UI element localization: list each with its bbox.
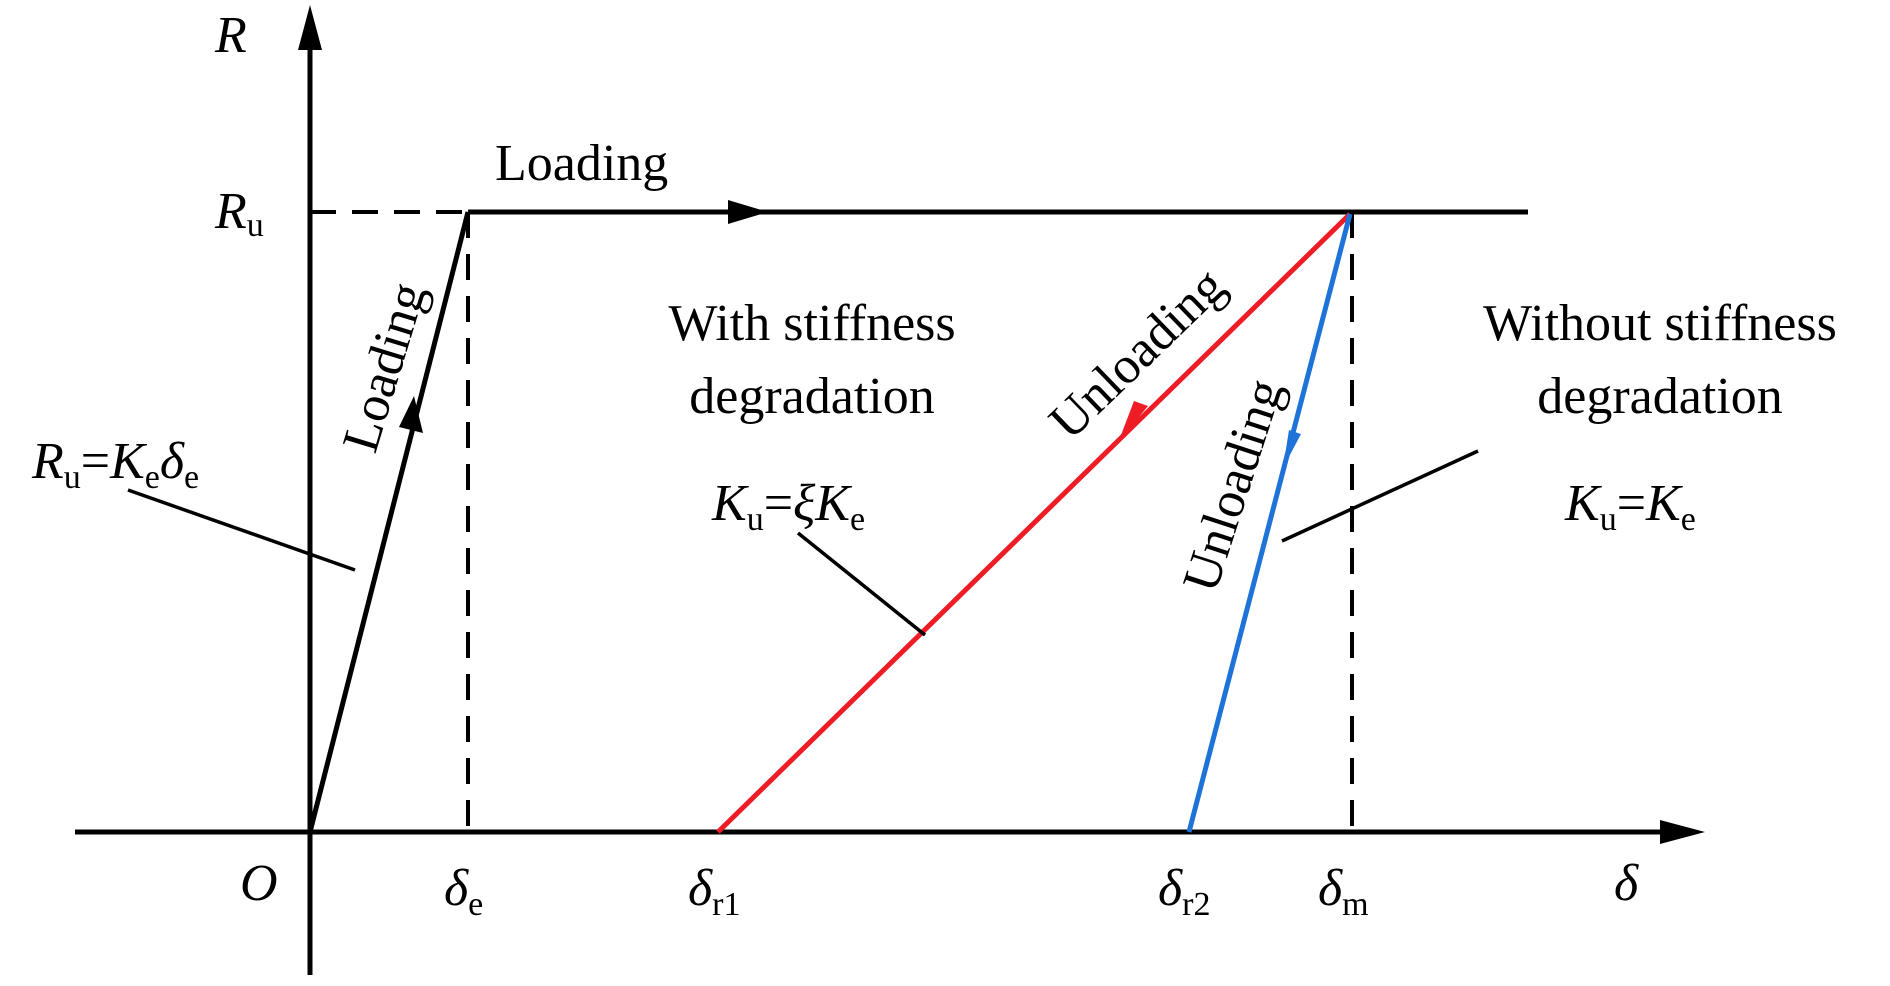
eq1-R-sub: u xyxy=(64,459,81,496)
eq1-delta-sub: e xyxy=(184,459,199,496)
with-stiffness-line1: With stiffness xyxy=(668,295,955,352)
eq2-equals: = xyxy=(764,475,793,532)
red-unloading-arrow xyxy=(1118,401,1148,443)
delta-r2-tick-sub: r2 xyxy=(1182,886,1210,923)
eq2-K2-sub: e xyxy=(850,501,865,538)
unloading-without-degradation xyxy=(1186,213,1353,833)
eq1-delta: δ xyxy=(160,433,185,490)
red-unloading-line xyxy=(716,212,1352,834)
delta-r2-tick-base: δ xyxy=(1158,860,1183,917)
elastic-equation: Ru=Keδe xyxy=(31,433,199,496)
elastic-loading-line xyxy=(307,211,471,833)
y-axis-arrow xyxy=(298,5,322,50)
eq3-K-sub: u xyxy=(1600,501,1617,538)
blue-unloading-arrow xyxy=(1283,430,1301,468)
equations: Ru=Keδe Ku=ξKe Ku=Ke xyxy=(31,433,1696,538)
eq2-K: K xyxy=(711,475,749,532)
elastic-loading-arrow xyxy=(399,396,423,433)
delta-e-tick-base: δ xyxy=(444,860,469,917)
elastic-leader-line xyxy=(127,488,356,572)
without-degradation-leader-line xyxy=(1281,449,1479,543)
with-stiffness-line2: degradation xyxy=(689,368,934,425)
eq1-R: R xyxy=(31,433,64,490)
x-axis-label: δ xyxy=(1614,855,1639,912)
delta-m-tick-sub: m xyxy=(1342,886,1368,923)
delta-r2-tick-label: δr2 xyxy=(1158,860,1211,923)
delta-m-tick-base: δ xyxy=(1318,860,1343,917)
without-stiffness-line1: Without stiffness xyxy=(1483,295,1837,352)
delta-m-tick-label: δm xyxy=(1318,860,1369,923)
ru-tick-base: R xyxy=(214,183,247,240)
tick-labels: Ru δe δr1 δr2 δm xyxy=(214,183,1369,923)
dashed-guides xyxy=(310,210,1354,832)
axes xyxy=(75,5,1705,975)
eq3-K: K xyxy=(1564,475,1602,532)
loading-horizontal-label: Loading xyxy=(495,135,668,192)
x-axis-arrow xyxy=(1660,820,1705,844)
without-degradation-equation: Ku=Ke xyxy=(1564,475,1696,538)
eq3-equals: = xyxy=(1617,475,1646,532)
eq1-K-sub: e xyxy=(145,459,160,496)
eq2-xi: ξ xyxy=(793,475,816,532)
delta-r1-tick-sub: r1 xyxy=(712,886,740,923)
delta-e-tick-sub: e xyxy=(468,886,483,923)
ru-tick-sub: u xyxy=(247,207,264,244)
annotations: With stiffness degradation Without stiff… xyxy=(668,295,1837,425)
unloading-blue-label: Unloading xyxy=(1172,372,1294,598)
delta-e-tick-label: δe xyxy=(444,860,483,923)
eq3-K2: K xyxy=(1645,475,1683,532)
leader-lines xyxy=(127,449,1479,637)
eq3-K2-sub: e xyxy=(1681,501,1696,538)
blue-unloading-line xyxy=(1186,213,1353,833)
with-degradation-leader-line xyxy=(796,531,927,637)
without-stiffness-line2: degradation xyxy=(1537,368,1782,425)
ru-tick-label: Ru xyxy=(214,183,264,244)
origin-label: O xyxy=(240,855,278,912)
delta-r1-tick-base: δ xyxy=(688,860,713,917)
loading-path xyxy=(307,200,1528,833)
unloading-with-degradation xyxy=(716,212,1352,834)
plateau-arrow xyxy=(728,200,768,224)
eq2-K2: K xyxy=(814,475,852,532)
eq1-K: K xyxy=(109,433,147,490)
with-degradation-equation: Ku=ξKe xyxy=(711,475,865,538)
axis-labels: R δ O xyxy=(214,7,1639,912)
delta-r1-tick-label: δr1 xyxy=(688,860,741,923)
y-axis-label: R xyxy=(214,7,247,64)
eq1-equals: = xyxy=(81,433,110,490)
eq2-K-sub: u xyxy=(747,501,764,538)
